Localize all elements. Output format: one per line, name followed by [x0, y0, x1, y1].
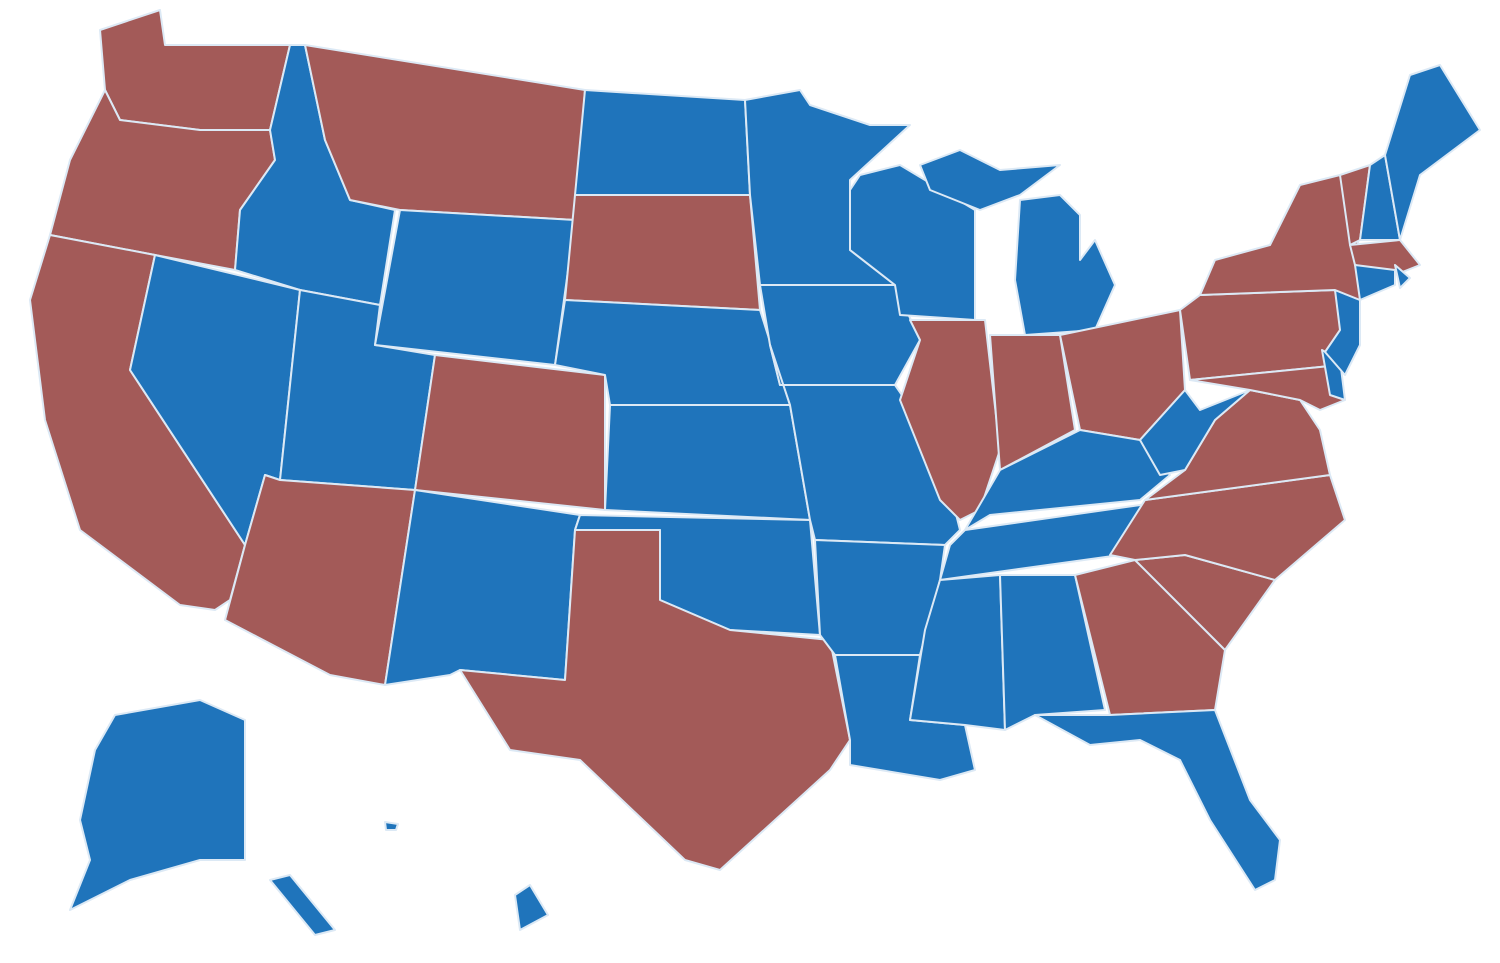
state — [1354, 264, 1396, 301]
state — [1014, 194, 1116, 336]
state — [69, 699, 246, 911]
state — [304, 44, 586, 221]
state — [384, 821, 399, 831]
state — [1074, 559, 1226, 716]
state — [1199, 174, 1361, 301]
state — [1139, 389, 1251, 476]
state — [414, 354, 606, 511]
state — [1384, 64, 1481, 241]
state — [564, 194, 761, 311]
state — [514, 884, 549, 931]
state — [1394, 264, 1411, 289]
state — [269, 874, 336, 936]
state — [374, 209, 576, 366]
state — [604, 404, 811, 521]
state — [1034, 709, 1281, 891]
state — [989, 334, 1076, 471]
state — [919, 149, 1061, 211]
state — [759, 284, 921, 386]
state — [899, 319, 1001, 521]
state — [939, 499, 1176, 581]
state — [384, 489, 581, 686]
state — [964, 429, 1171, 531]
state — [99, 9, 291, 131]
state — [999, 574, 1106, 731]
state — [459, 529, 851, 871]
state — [574, 89, 751, 196]
state — [744, 89, 911, 286]
